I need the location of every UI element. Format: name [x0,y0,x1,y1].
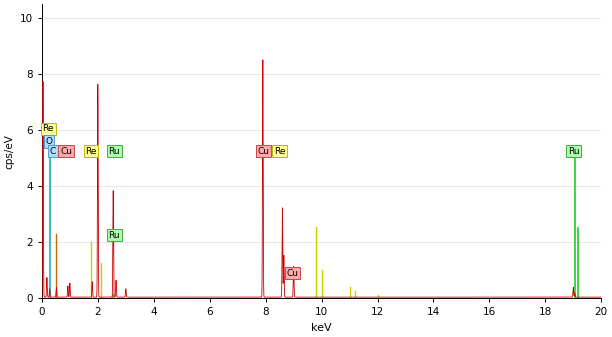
X-axis label: keV: keV [312,323,332,333]
Text: Re: Re [42,124,54,133]
Text: C: C [50,147,56,156]
Text: O: O [46,137,53,146]
Text: Cu: Cu [286,269,299,278]
Text: Ru: Ru [108,231,120,240]
Text: Cu: Cu [60,147,72,156]
Text: Re: Re [274,147,286,156]
Y-axis label: cps/eV: cps/eV [4,134,14,168]
Text: Cu: Cu [257,147,269,156]
Text: Ru: Ru [108,147,120,156]
Text: Ru: Ru [568,147,580,156]
Text: Re: Re [85,147,97,156]
